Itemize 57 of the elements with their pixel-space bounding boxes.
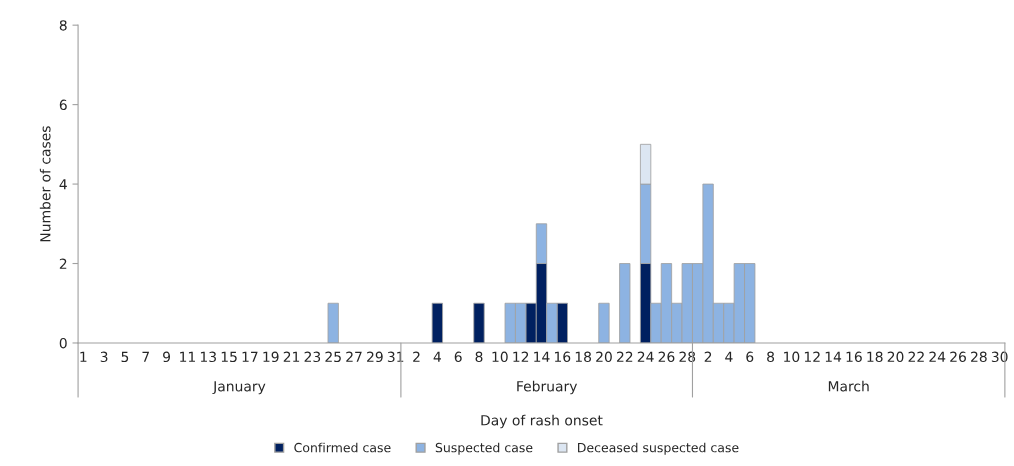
y-axis-title: Number of cases [39,126,51,242]
x-tick-label: 22 [616,351,633,362]
x-tick-label: 14 [825,351,842,362]
x-tick-label: 18 [575,351,592,363]
x-tick-label: 15 [221,351,237,363]
x-tick-label: 18 [867,351,883,363]
x-tick-label: 31 [387,351,404,363]
x-tick-label: 20 [596,351,612,363]
legend-label: Suspected case [435,442,533,455]
x-tick-label: 1 [80,351,87,362]
x-tick-label: 3 [100,351,108,363]
y-tick-label: 8 [59,20,67,31]
x-tick-label: 29 [367,351,383,363]
x-tick-label: 19 [263,351,279,363]
x-tick-label: 10 [492,351,508,363]
x-tick-label: 2 [704,351,712,362]
y-tick-label: 2 [59,258,67,269]
x-tick-label: 25 [325,351,341,363]
x-tick-label: 8 [475,351,483,363]
x-tick-label: 12 [513,351,529,362]
legend-label: Confirmed case [294,442,391,453]
x-tick-label: 12 [804,351,820,362]
x-tick-label: 2 [413,351,420,362]
x-tick-label: 30 [991,351,1008,363]
x-tick-label: 10 [784,351,800,363]
text: January [212,381,266,395]
x-tick-label: 6 [746,351,754,363]
x-tick-label: 5 [121,351,129,363]
x-tick-label: 26 [950,351,966,363]
x-tick-label: 28 [971,351,987,363]
x-tick-label: 14 [534,351,550,362]
x-axis-title: Day of rash onset [481,414,603,429]
x-tick-label: 9 [163,351,171,363]
x-tick-label: 17 [242,351,258,362]
text: February [517,380,578,395]
x-tick-label: 11 [180,351,195,362]
x-tick-label: 22 [908,351,924,362]
x-tick-label: 21 [283,351,300,362]
x-tick-label: 23 [304,351,321,363]
x-tick-label: 6 [454,351,462,363]
x-tick-label: 4 [433,351,441,362]
y-tick-label: 4 [59,179,67,190]
y-tick-label: 0 [59,337,67,349]
x-tick-label: 4 [725,351,733,362]
x-tick-label: 16 [554,351,571,363]
x-tick-label: 13 [200,351,216,363]
legend-label: Deceased suspected case [578,442,739,455]
x-tick-label: 24 [929,351,946,362]
x-tick-label: 8 [767,351,775,363]
text: March [828,380,869,392]
x-tick-label: 7 [142,351,149,362]
y-tick-label: 6 [59,99,67,111]
x-tick-label: 24 [637,351,654,362]
x-tick-label: 27 [346,351,362,362]
x-tick-label: 16 [846,351,862,363]
x-tick-label: 26 [658,351,675,363]
x-tick-label: 20 [887,351,904,363]
